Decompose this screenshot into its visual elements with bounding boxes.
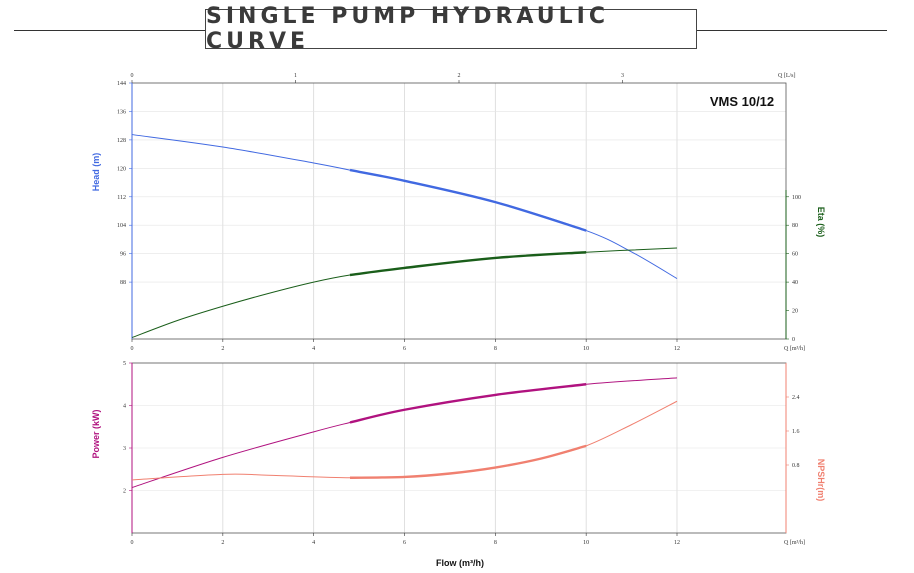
npsh-tick-label: 2.4 [792, 395, 800, 401]
model-label: VMS 10/12 [710, 94, 774, 109]
bottom-x-tick-label: 0 [131, 540, 134, 546]
bottom-x-unit-label: Q [m³/h] [784, 540, 805, 546]
eta-tick-label: 20 [792, 309, 798, 315]
head-tick-label: 144 [117, 81, 126, 87]
head-axis-label: Head (m) [91, 153, 101, 192]
chart-title: SINGLE PUMP HYDRAULIC CURVE [205, 4, 697, 54]
top-x-tick-label: 12 [674, 346, 680, 352]
bottom-x-tick-label: 4 [312, 540, 315, 546]
head-tick-label: 136 [117, 109, 126, 115]
bottom-x-tick-label: 2 [221, 540, 224, 546]
head-tick-label: 112 [117, 195, 126, 201]
top-x2-tick-label: 0 [131, 73, 134, 79]
power-tick-label: 2 [123, 489, 126, 495]
head-tick-label: 104 [117, 223, 126, 229]
head-tick-label: 128 [117, 138, 126, 144]
eta-tick-label: 60 [792, 252, 798, 258]
top-x-tick-label: 10 [583, 346, 589, 352]
npsh-curve-operating-range [349, 444, 587, 479]
npsh-tick-label: 1.6 [792, 429, 800, 435]
top-x2-unit-label: Q [L/s] [778, 73, 796, 79]
top-x2-tick-label: 3 [621, 73, 624, 79]
bottom-x-tick-label: 12 [674, 540, 680, 546]
power-curve-operating-range [349, 383, 587, 424]
title-rule-left [14, 30, 205, 31]
power-tick-label: 4 [123, 404, 126, 410]
power-tick-label: 3 [123, 446, 126, 452]
top-plot-frame [131, 82, 787, 340]
head-tick-label: 120 [117, 166, 126, 172]
eta-tick-label: 100 [792, 195, 801, 201]
head-curve-operating-range [349, 168, 587, 232]
top-x-tick-label: 0 [131, 346, 134, 352]
top-x2-tick-label: 2 [458, 73, 461, 79]
bottom-x-tick-label: 10 [583, 540, 589, 546]
flow-axis-label: Flow (m³/h) [436, 558, 484, 568]
eta-tick-label: 80 [792, 223, 798, 229]
head-tick-label: 96 [120, 252, 126, 258]
npsh-tick-label: 0.8 [792, 463, 800, 469]
bottom-x-tick-label: 6 [403, 540, 406, 546]
top-x-tick-label: 4 [312, 346, 315, 352]
title-rule-right [697, 30, 887, 31]
top-x-tick-label: 8 [494, 346, 497, 352]
bottom-panel: 0 2 4 6 8 10 12 Q [m³/h] 2 3 4 5 0.8 1.6 2.4 Power (kW)… [91, 361, 826, 568]
bottom-x-tick-label: 8 [494, 540, 497, 546]
top-panel: 0 2 4 6 8 10 12 Q [m³/h]0 1 2 3 Q [L/s]889610411212… [91, 73, 826, 352]
top-x-tick-label: 6 [403, 346, 406, 352]
power-tick-label: 5 [123, 361, 126, 367]
top-x-unit-label: Q [m³/h] [784, 346, 805, 352]
top-x2-tick-label: 1 [294, 73, 297, 79]
top-x-tick-label: 2 [221, 346, 224, 352]
eta-curve-operating-range [349, 251, 587, 277]
eta-tick-label: 40 [792, 280, 798, 286]
eta-tick-label: 0 [792, 337, 795, 343]
power-axis-label: Power (kW) [91, 409, 101, 458]
npsh-axis-label: NPSHr(m) [816, 459, 826, 502]
eta-axis-label: Eta (%) [816, 207, 826, 238]
head-tick-label: 88 [120, 280, 126, 286]
